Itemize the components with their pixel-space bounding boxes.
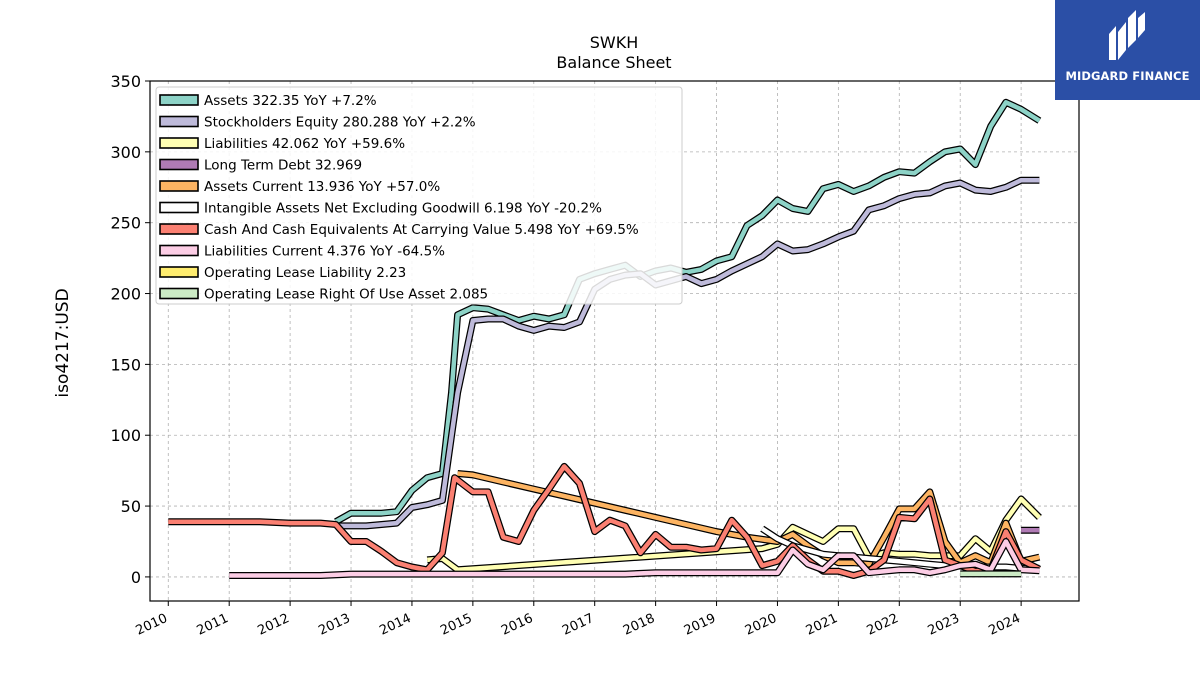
x-tick-label: 2017 — [560, 611, 596, 639]
y-tick-label: 100 — [110, 426, 141, 445]
x-tick-label: 2015 — [438, 611, 474, 639]
legend-entry: Operating Lease Liability 2.23 — [159, 265, 406, 281]
series-6 — [168, 462, 1041, 579]
x-tick-label: 2019 — [682, 611, 718, 639]
x-tick-label: 2021 — [804, 611, 840, 639]
y-tick-label: 50 — [121, 497, 141, 516]
x-tick-label: 2014 — [377, 611, 413, 639]
legend-entry: Assets 322.35 YoY +7.2% — [159, 93, 377, 109]
x-tick-label: 2022 — [865, 611, 901, 639]
legend-label: Operating Lease Liability 2.23 — [204, 265, 406, 281]
x-tick-label: 2018 — [621, 611, 657, 639]
series-line — [335, 177, 1040, 529]
legend-entry: Intangible Assets Net Excluding Goodwill… — [159, 201, 602, 217]
plot-frame — [149, 80, 1080, 602]
legend-label: Liabilities Current 4.376 YoY -64.5% — [204, 244, 445, 260]
legend-swatch — [159, 287, 199, 300]
x-tick-label: 2013 — [316, 611, 352, 639]
x-tick-label: 2012 — [255, 611, 291, 639]
legend-swatch — [159, 115, 199, 128]
y-axis-label: iso4217:USD — [53, 288, 73, 397]
series-line — [229, 539, 1040, 578]
chart-title: SWKH — [590, 33, 639, 52]
legend-label: Cash And Cash Equivalents At Carrying Va… — [204, 222, 639, 238]
legend-entry: Stockholders Equity 280.288 YoY +2.2% — [159, 115, 476, 131]
y-tick-label: 300 — [110, 143, 141, 162]
x-axis: 2010 2011 2012 2013 2014 2015 2016 2017 2018 2019… — [134, 601, 1023, 639]
legend-label: Intangible Assets Net Excluding Goodwill… — [204, 201, 602, 217]
legend-label: Stockholders Equity 280.288 YoY +2.2% — [204, 115, 476, 131]
series-line — [168, 464, 1041, 578]
legend-label: Assets Current 13.936 YoY +57.0% — [204, 179, 440, 195]
x-tick-label: 2011 — [195, 611, 231, 639]
chart-subtitle: Balance Sheet — [556, 53, 671, 72]
brand-name: MIDGARD FINANCE — [1065, 69, 1190, 83]
legend-label: Long Term Debt 32.969 — [204, 158, 362, 174]
y-tick-label: 250 — [110, 214, 141, 233]
legend-entry: Operating Lease Right Of Use Asset 2.085 — [159, 287, 488, 303]
legend-entry: Long Term Debt 32.969 — [159, 158, 362, 174]
midgard-finance-logo: MIDGARD FINANCE — [1055, 0, 1200, 100]
legend-entry: Liabilities Current 4.376 YoY -64.5% — [159, 244, 445, 260]
series-1 — [335, 176, 1040, 530]
x-tick-label: 2024 — [986, 611, 1022, 639]
legend-swatch — [159, 137, 199, 149]
legend-swatch — [159, 201, 199, 214]
legend-swatch — [159, 266, 199, 278]
legend-entry: Assets Current 13.936 YoY +57.0% — [159, 179, 440, 195]
legend-box — [155, 86, 683, 305]
legend-entry: Liabilities 42.062 YoY +59.6% — [159, 136, 405, 152]
x-tick-label: 2020 — [743, 611, 779, 639]
y-tick-label: 0 — [131, 568, 141, 587]
legend-entry: Cash And Cash Equivalents At Carrying Va… — [159, 222, 639, 238]
legend-swatch — [159, 180, 199, 192]
y-axis: 0 50 100 150 200 250 300 350 — [110, 72, 150, 587]
x-tick-label: 2023 — [926, 611, 962, 639]
x-tick-label: 2016 — [499, 611, 535, 639]
legend-swatch — [159, 94, 199, 106]
midgard-logo-icon — [1109, 10, 1145, 60]
legend-label: Liabilities 42.062 YoY +59.6% — [204, 136, 405, 152]
legend-swatch — [159, 158, 199, 171]
legend-label: Operating Lease Right Of Use Asset 2.085 — [204, 287, 488, 303]
y-tick-label: 150 — [110, 355, 141, 374]
legend-label: Assets 322.35 YoY +7.2% — [204, 93, 377, 109]
y-tick-label: 350 — [110, 72, 141, 91]
legend-swatch — [159, 223, 199, 235]
y-tick-label: 200 — [110, 285, 141, 304]
legend: Assets 322.35 YoY +7.2% Stockholders Equi… — [155, 86, 683, 305]
legend-swatch — [159, 244, 199, 257]
x-tick-label: 2010 — [134, 611, 170, 639]
series-7 — [229, 538, 1040, 579]
